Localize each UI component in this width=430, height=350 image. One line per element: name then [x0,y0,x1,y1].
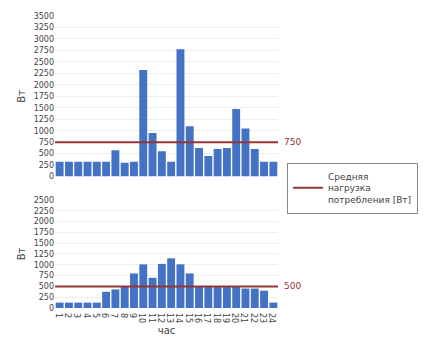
svg-text:2000: 2000 [34,81,54,90]
svg-text:10: 10 [137,313,146,323]
svg-text:24: 24 [267,313,276,323]
svg-text:0: 0 [49,304,54,313]
svg-text:2500: 2500 [34,58,54,67]
svg-text:18: 18 [212,313,221,323]
svg-text:2250: 2250 [34,69,54,78]
svg-text:3000: 3000 [34,35,54,44]
svg-text:7: 7 [109,313,118,318]
svg-text:750: 750 [39,138,54,147]
svg-text:Средняянагрузкапотребления [Вт: Средняянагрузкапотребления [Вт] [328,172,411,205]
svg-text:22: 22 [249,313,258,323]
svg-text:13: 13 [165,313,174,323]
svg-text:1: 1 [54,313,63,318]
svg-text:1750: 1750 [34,228,54,237]
svg-text:0: 0 [49,172,54,181]
svg-text:1750: 1750 [34,92,54,101]
svg-text:250: 250 [39,293,54,302]
svg-text:1250: 1250 [34,115,54,124]
svg-text:3500: 3500 [34,12,54,21]
svg-text:Вт: Вт [16,90,27,103]
svg-text:750: 750 [39,271,54,280]
svg-text:500: 500 [284,281,301,291]
svg-text:750: 750 [284,137,301,147]
svg-text:3: 3 [72,313,81,318]
svg-text:8: 8 [119,313,128,318]
svg-text:14: 14 [174,313,183,323]
svg-text:19: 19 [221,313,230,323]
svg-text:12: 12 [156,313,165,323]
svg-text:2: 2 [63,313,72,318]
svg-text:1500: 1500 [34,239,54,248]
svg-text:16: 16 [193,313,202,323]
svg-text:1250: 1250 [34,250,54,259]
svg-text:Вт: Вт [16,247,27,260]
svg-text:9: 9 [128,313,137,318]
svg-text:500: 500 [39,282,54,291]
svg-text:20: 20 [230,313,239,323]
svg-text:3250: 3250 [34,23,54,32]
svg-text:500: 500 [39,149,54,158]
svg-text:1000: 1000 [34,127,54,136]
svg-text:21: 21 [239,313,248,323]
svg-text:15: 15 [184,313,193,323]
svg-text:4: 4 [82,313,91,318]
svg-text:23: 23 [258,313,267,323]
svg-text:11: 11 [147,313,156,323]
svg-text:5: 5 [91,313,100,318]
svg-text:час: час [158,325,176,336]
svg-text:1000: 1000 [34,261,54,270]
svg-text:17: 17 [202,313,211,323]
svg-text:2750: 2750 [34,46,54,55]
svg-text:250: 250 [39,161,54,170]
svg-text:2000: 2000 [34,217,54,226]
svg-text:2500: 2500 [34,196,54,205]
svg-text:1500: 1500 [34,104,54,113]
svg-text:6: 6 [100,313,109,318]
svg-text:2250: 2250 [34,207,54,216]
